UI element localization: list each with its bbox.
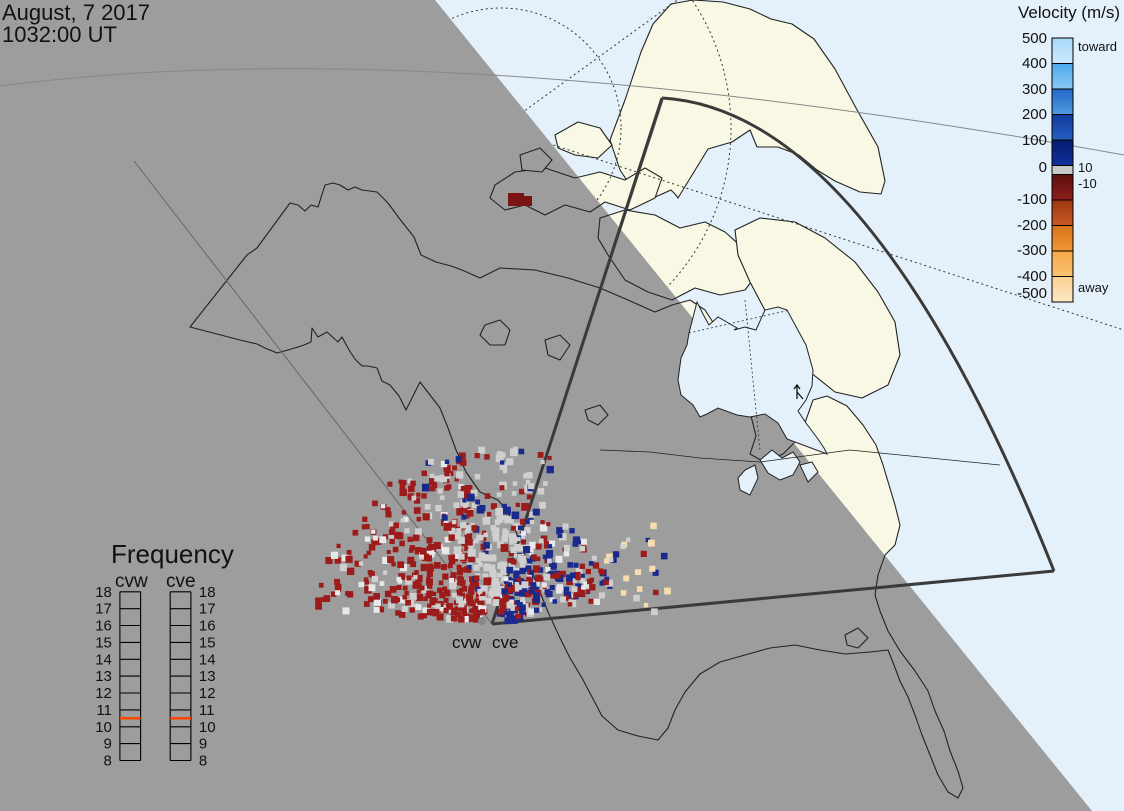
svg-text:10: 10 [199, 719, 216, 736]
svg-text:16: 16 [199, 618, 216, 635]
svg-text:1032:00 UT: 1032:00 UT [2, 22, 117, 47]
svg-text:cvw: cvw [115, 571, 148, 592]
svg-text:9: 9 [104, 736, 112, 753]
svg-text:Frequency: Frequency [111, 539, 234, 569]
svg-text:toward: toward [1078, 39, 1117, 54]
svg-text:17: 17 [95, 601, 112, 618]
svg-text:14: 14 [95, 651, 112, 668]
svg-text:14: 14 [199, 651, 216, 668]
svg-text:-200: -200 [1017, 217, 1047, 234]
svg-text:11: 11 [96, 702, 112, 719]
svg-text:9: 9 [199, 736, 207, 753]
svg-text:15: 15 [199, 634, 216, 651]
svg-text:500: 500 [1022, 30, 1047, 47]
svg-text:Velocity (m/s): Velocity (m/s) [1018, 3, 1120, 22]
svg-text:0: 0 [1039, 159, 1047, 176]
svg-text:-100: -100 [1017, 191, 1047, 208]
svg-text:cve: cve [492, 633, 518, 652]
svg-text:8: 8 [104, 753, 112, 770]
svg-text:-500: -500 [1017, 285, 1047, 302]
svg-text:13: 13 [95, 668, 112, 685]
svg-text:cvw: cvw [452, 633, 482, 652]
svg-text:-400: -400 [1017, 268, 1047, 285]
svg-text:15: 15 [95, 634, 112, 651]
svg-text:11: 11 [199, 702, 215, 719]
svg-text:12: 12 [199, 685, 216, 702]
svg-text:18: 18 [199, 584, 216, 601]
svg-text:-10: -10 [1078, 176, 1097, 191]
svg-text:400: 400 [1022, 55, 1047, 72]
svg-text:10: 10 [95, 719, 112, 736]
svg-text:away: away [1078, 280, 1109, 295]
svg-text:cve: cve [166, 571, 196, 592]
svg-text:300: 300 [1022, 81, 1047, 98]
svg-text:18: 18 [95, 584, 112, 601]
svg-text:200: 200 [1022, 106, 1047, 123]
svg-text:12: 12 [95, 685, 112, 702]
svg-text:10: 10 [1078, 160, 1092, 175]
svg-text:100: 100 [1022, 132, 1047, 149]
svg-text:17: 17 [199, 601, 216, 618]
svg-text:13: 13 [199, 668, 216, 685]
svg-text:16: 16 [95, 618, 112, 635]
svg-text:8: 8 [199, 753, 207, 770]
svg-text:-300: -300 [1017, 242, 1047, 259]
